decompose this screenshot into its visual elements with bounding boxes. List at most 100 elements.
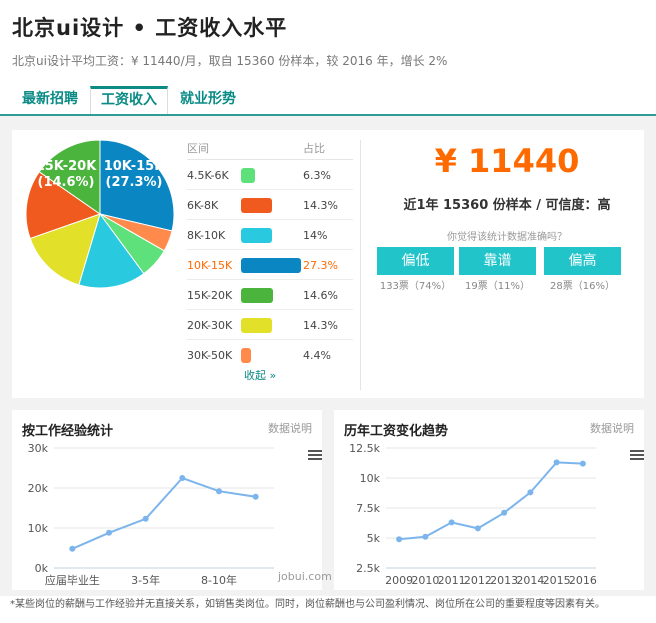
series-line (71, 476, 256, 550)
data-point[interactable] (142, 515, 149, 522)
tab-employment[interactable]: 就业形势 (180, 91, 236, 107)
y-tick-label: 30k (28, 442, 49, 455)
data-point[interactable] (448, 519, 455, 526)
legend-row-highlight: 10K-15K 27.3% (187, 250, 353, 280)
y-tick-label: 2.5k (356, 562, 380, 575)
collapse-link[interactable]: 收起 » (244, 369, 277, 382)
tab-latest-jobs[interactable]: 最新招聘 (22, 91, 78, 107)
legend-row: 20K-30K 14.3% (187, 310, 353, 340)
data-point[interactable] (422, 533, 429, 540)
data-point[interactable] (396, 536, 403, 543)
legend-pct: 14% (303, 229, 328, 242)
data-point[interactable] (179, 475, 186, 481)
vote-low-count: 133票（74%） (379, 281, 452, 292)
legend-bar (241, 168, 255, 183)
average-salary: ¥ 11440 (434, 142, 580, 180)
data-point[interactable] (106, 529, 112, 536)
pie-slice-20K-30K[interactable] (29, 213, 101, 286)
pie-label-pct: (27.3%) (106, 175, 163, 190)
x-tick-label: 2009 (385, 574, 413, 587)
x-tick-label: 2014 (516, 574, 544, 587)
legend-pct: 14.6% (303, 289, 338, 302)
experience-data-note-link[interactable]: 数据说明 (268, 422, 312, 435)
legend-row: 15K-20K 14.6% (187, 280, 353, 310)
y-tick-label: 7.5k (356, 502, 380, 515)
y-tick-label: 0k (35, 562, 49, 575)
legend-bar (241, 348, 251, 363)
chart-menu-icon[interactable] (630, 450, 644, 461)
data-point[interactable] (69, 545, 76, 552)
data-point[interactable] (501, 509, 508, 516)
pie-label-pct: (14.6%) (38, 175, 95, 190)
legend-pct: 27.3% (303, 259, 338, 272)
trend-chart-panel: 历年工资变化趋势 数据说明 12.5k 10k 7.5k 5k 2.5k 2009 2010… (334, 410, 644, 590)
pie-slice-15K-20K[interactable] (38, 139, 101, 215)
y-tick-label: 12.5k (349, 442, 380, 455)
legend-pct: 4.4% (303, 349, 331, 362)
footnote: *某些岗位的薪酬与工作经验并无直接关系，如销售类岗位。同时，岗位薪酬也与公司盈利… (0, 596, 656, 623)
series-line (399, 461, 583, 541)
y-tick-label: 10k (28, 522, 49, 535)
legend-row: 4.5K-6K 6.3% (187, 160, 353, 190)
legend-range: 15K-20K (187, 289, 233, 302)
legend-range: 8K-10K (187, 229, 226, 242)
legend-pct: 14.3% (303, 199, 338, 212)
x-tick-label: 2011 (438, 574, 466, 587)
tab-underline (0, 114, 656, 116)
pie-slice-8K-10K[interactable] (78, 212, 145, 289)
legend-bar (241, 198, 272, 213)
legend-row: 8K-10K 14% (187, 220, 353, 250)
pie-slice-10K-15K[interactable] (99, 139, 175, 232)
legend-range: 10K-15K (187, 259, 233, 272)
data-point[interactable] (474, 525, 481, 532)
trend-chart-title: 历年工资变化趋势 (344, 424, 449, 439)
data-point[interactable] (527, 489, 534, 496)
legend-row: 6K-8K 14.3% (187, 190, 353, 220)
legend-bar (241, 318, 272, 333)
vote-low-button[interactable]: 偏低 (377, 247, 454, 275)
chart-menu-icon[interactable] (308, 450, 322, 461)
legend-pct: 6.3% (303, 169, 331, 182)
experience-chart-title: 按工作经验统计 (22, 424, 114, 439)
x-tick-label: 3-5年 (131, 573, 160, 587)
trend-line-chart: 12.5k10k7.5k5k2.5k2009201020112012201320… (349, 442, 597, 587)
data-point[interactable] (553, 459, 560, 466)
trend-data-note-link[interactable]: 数据说明 (590, 422, 634, 435)
legend-bar (241, 228, 272, 243)
data-point[interactable] (252, 493, 259, 500)
legend-row: 30K-50K 4.4% (187, 340, 353, 370)
vote-high-button[interactable]: 偏高 (544, 247, 621, 275)
legend-range: 4.5K-6K (187, 169, 229, 182)
salary-pie-chart: 15K-20K(14.6%) 10K-15K(27.3%) (25, 139, 175, 289)
pie-slice-6K-8K[interactable] (25, 171, 102, 240)
data-point[interactable] (216, 488, 222, 495)
panel-divider (360, 140, 361, 390)
pie-label: 15K-20K (36, 159, 98, 174)
sample-info: 近1年 15360 份样本 / 可信度：高 (403, 198, 611, 213)
x-tick-label: 2015 (543, 574, 571, 587)
legend-range: 6K-8K (187, 199, 219, 212)
legend-bar (241, 258, 301, 273)
page-title: 北京ui设计 • 工资收入水平 (12, 16, 288, 40)
y-tick-label: 20k (28, 482, 49, 495)
x-tick-label: 应届毕业生 (45, 573, 100, 587)
tab-salary[interactable]: 工资收入 (90, 86, 168, 116)
accuracy-question: 你觉得该统计数据准确吗？ (447, 232, 567, 243)
y-tick-label: 10k (360, 472, 381, 485)
vote-accurate-button[interactable]: 靠谱 (459, 247, 536, 275)
legend-range: 30K-50K (187, 349, 233, 362)
legend-header-pct: 占比 (303, 142, 325, 155)
x-tick-label: 2012 (464, 574, 492, 587)
y-tick-label: 5k (367, 532, 381, 545)
page-subtitle: 北京ui设计平均工资：¥ 11440/月，取自 15360 份样本，较 2016… (12, 54, 448, 68)
pie-label: 10K-15K (104, 159, 166, 174)
experience-watermark: jobui.com (278, 570, 332, 583)
vote-high-count: 28票（16%） (550, 281, 615, 292)
x-tick-label: 2013 (490, 574, 518, 587)
legend-header-range: 区间 (187, 142, 209, 155)
legend-pct: 14.3% (303, 319, 338, 332)
data-point[interactable] (579, 460, 586, 467)
x-tick-label: 2016 (569, 574, 597, 587)
x-tick-label: 8-10年 (201, 573, 237, 587)
